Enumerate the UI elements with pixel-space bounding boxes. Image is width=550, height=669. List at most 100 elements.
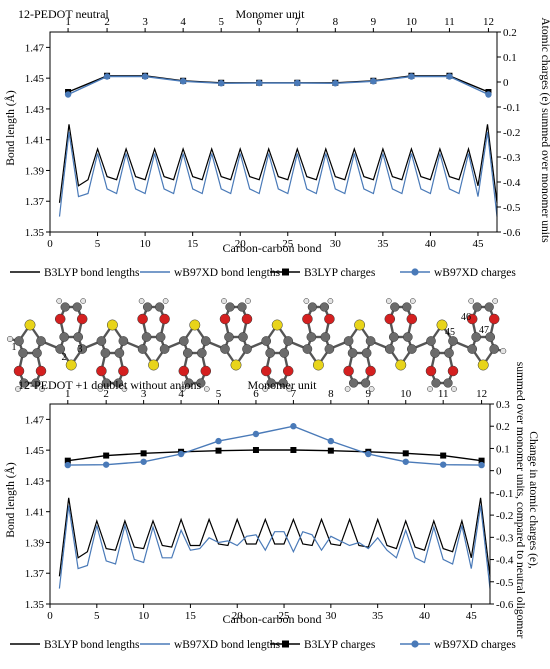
monomer-tick-label: 3 <box>141 388 147 400</box>
x-tick-label: 40 <box>425 238 437 250</box>
data-point-wb97xd-charges <box>332 80 339 87</box>
y2-tick-label: -0.1 <box>496 488 513 500</box>
molecule-atom <box>219 313 231 325</box>
molecule-atom <box>142 302 153 312</box>
molecule-atom <box>241 313 253 325</box>
molecule-atom <box>77 344 88 354</box>
chart-bottom-title: 12-PEDOT +1 doublet without anions <box>18 378 202 392</box>
molecule-atom <box>347 348 358 358</box>
molecule-atom <box>114 348 125 358</box>
atom-number-label: 3 <box>78 344 83 355</box>
x-tick-label: 40 <box>419 610 431 622</box>
data-point-b3lyp-charges <box>252 447 259 453</box>
atom-number-label: 47 <box>479 325 489 336</box>
molecule-atom <box>65 359 77 371</box>
x-tick-label: 15 <box>185 610 197 622</box>
data-point-b3lyp-charges <box>140 450 147 457</box>
molecule-atom <box>282 365 294 377</box>
legend-bottom: B3LYP bond lengths wB97XD bond lengths B3L… <box>10 639 516 651</box>
legend-label-b3lyp-charges: B3LYP charges <box>304 639 376 651</box>
molecule-atom <box>59 332 70 342</box>
x-tick-label: 0 <box>47 610 53 622</box>
data-point-wb97xd-charges <box>64 461 71 469</box>
y2-tick-label: 0.2 <box>496 421 510 433</box>
molecule-atom <box>436 319 448 331</box>
molecule-atom <box>492 298 499 304</box>
molecule-atom <box>54 313 66 325</box>
molecule-atom <box>237 302 247 312</box>
molecule-atom <box>477 359 489 371</box>
molecule-atom <box>96 336 107 346</box>
data-point-wb97xd-charges <box>177 450 185 458</box>
molecule-atom <box>406 344 417 354</box>
legend-label-wb97xd-charges: wB97XD charges <box>434 267 516 279</box>
molecule-atom <box>13 365 25 377</box>
monomer-tick-label: 7 <box>295 16 301 28</box>
data-point-b3lyp-charges <box>103 452 110 459</box>
legend-label-b3lyp-bond-lengths: B3LYP bond lengths <box>44 267 140 279</box>
molecule-atom <box>121 386 128 392</box>
monomer-tick-label: 6 <box>253 388 259 400</box>
chart-bottom-y2-ticks: -0.6 -0.5 -0.4 -0.3 -0.2 -0.1 0 0.1 0.2 0.3 <box>490 399 514 611</box>
legend-label-wb97xd-bond-lengths: wB97XD bond lengths <box>174 267 281 279</box>
molecule-atom <box>76 313 88 325</box>
y2-tick-label: 0.1 <box>496 443 510 455</box>
molecule-atom <box>430 348 440 358</box>
monomer-tick-label: 10 <box>400 388 412 400</box>
chart-top-y2-ticks: -0.6 -0.5 -0.4 -0.3 -0.2 -0.1 0 0.1 0.2 <box>497 27 521 239</box>
y2-tick-label: 0.1 <box>503 52 517 64</box>
molecule-atom <box>500 347 507 355</box>
pedot-molecule: 1 23 45 46 47 <box>6 298 507 392</box>
chart-bottom-plot-frame <box>49 403 491 605</box>
y2-tick-label: -0.3 <box>496 532 514 544</box>
monomer-tick-label: 2 <box>103 388 109 400</box>
molecule-atom <box>279 348 290 358</box>
molecule-atom <box>15 386 21 392</box>
monomer-tick-label: 1 <box>65 16 71 28</box>
molecule-atom <box>19 378 29 388</box>
monomer-tick-label: 12 <box>476 388 487 400</box>
molecule-atom <box>489 344 500 354</box>
molecule-atom <box>365 336 376 346</box>
x-tick-label: 35 <box>377 238 389 250</box>
chart-bottom-y2-axis-label-text: Change in atomic charges (e),summed over… <box>514 362 539 639</box>
molecule-atom <box>220 344 230 354</box>
data-point-wb97xd-charges <box>141 73 149 80</box>
series-line-b3lyp-bond-lengths <box>58 497 491 577</box>
monomer-tick-label: 12 <box>483 16 494 28</box>
atom-number-label: 46 <box>461 312 471 323</box>
molecule-atom <box>319 302 330 312</box>
molecule-atom <box>385 298 392 304</box>
data-point-wb97xd-charges <box>446 73 453 80</box>
molecule-atom <box>344 386 351 392</box>
x-tick-label: 45 <box>466 610 478 622</box>
y-tick-label: 1.47 <box>25 414 45 426</box>
series-line-wb97xd-bond-lengths <box>58 131 498 217</box>
data-point-wb97xd-charges <box>252 430 260 438</box>
molecule-atom <box>266 378 276 388</box>
molecule-atom <box>14 336 24 346</box>
x-tick-label: 20 <box>232 610 244 622</box>
y-tick-label: 1.41 <box>25 507 44 519</box>
molecule-atom <box>426 336 436 346</box>
molecule-atom <box>137 344 148 354</box>
chart-top-series <box>58 72 498 217</box>
x-tick-label: 5 <box>94 610 100 622</box>
molecule-atom <box>484 302 494 312</box>
molecule-atom <box>343 336 354 346</box>
molecule-atom <box>409 298 416 304</box>
monomer-tick-label: 8 <box>333 16 339 28</box>
monomer-tick-label: 4 <box>180 16 186 28</box>
chart-top-y-ticks: 1.35 1.37 1.39 1.41 1.43 1.45 1.47 <box>25 42 50 239</box>
series-line-b3lyp-bond-lengths <box>58 124 498 203</box>
legend-label-wb97xd-charges: wB97XD charges <box>434 639 516 651</box>
molecule-atom <box>406 313 418 325</box>
y-tick-label: 1.35 <box>25 599 45 611</box>
chart-top-y-axis-label: Bond length (Å) <box>3 90 17 166</box>
molecule-atom <box>73 332 84 342</box>
x-tick-label: 0 <box>47 238 53 250</box>
molecule-atom <box>348 378 359 388</box>
y2-tick-label: 0 <box>496 466 502 478</box>
chart-bottom-monomer-label: Monomer unit <box>248 378 318 392</box>
